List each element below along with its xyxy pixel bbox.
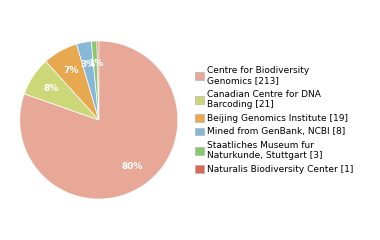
Text: 1%: 1% <box>88 59 103 68</box>
Wedge shape <box>46 44 99 120</box>
Wedge shape <box>20 41 178 199</box>
Wedge shape <box>77 41 99 120</box>
Text: 7%: 7% <box>63 66 79 75</box>
Wedge shape <box>24 61 99 120</box>
Wedge shape <box>91 41 99 120</box>
Legend: Centre for Biodiversity
Genomics [213], Canadian Centre for DNA
Barcoding [21], : Centre for Biodiversity Genomics [213], … <box>195 66 353 174</box>
Text: 80%: 80% <box>121 162 142 171</box>
Text: 8%: 8% <box>44 84 59 93</box>
Wedge shape <box>97 41 99 120</box>
Text: 3%: 3% <box>81 60 96 69</box>
